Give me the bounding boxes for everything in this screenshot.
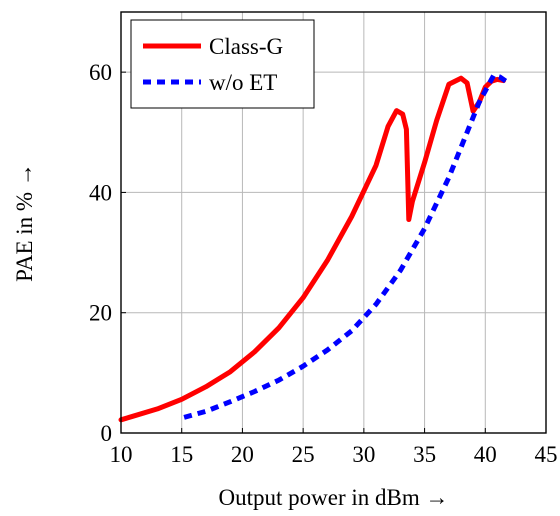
legend-label-wo-et: w/o ET <box>209 70 277 95</box>
x-tick-label-20: 20 <box>231 442 254 467</box>
plot-frame <box>120 11 547 434</box>
series-line-w-o-et <box>183 72 508 420</box>
axis-ticks: 10 15 20 25 30 35 40 45 0 20 40 60 <box>89 60 558 467</box>
x-tick-label-40: 40 <box>474 442 497 467</box>
series-line-class-g <box>118 75 506 423</box>
x-tick-label-45: 45 <box>535 442 558 467</box>
x-axis-label: Output power in dBm → <box>219 485 449 510</box>
x-tick-label-15: 15 <box>170 442 193 467</box>
y-axis-label: PAE in % → <box>12 163 37 282</box>
x-tick-label-30: 30 <box>352 442 375 467</box>
legend: Class-G w/o ET <box>130 19 315 109</box>
y-tick-label-0: 0 <box>101 421 113 446</box>
y-tick-label-20: 20 <box>89 301 112 326</box>
x-tick-label-25: 25 <box>292 442 315 467</box>
y-tick-label-60: 60 <box>89 60 112 85</box>
legend-label-class-g: Class-G <box>209 34 283 59</box>
legend-box <box>130 19 315 109</box>
y-tick-label-40: 40 <box>89 180 112 205</box>
plot-series <box>118 72 508 423</box>
x-tick-label-10: 10 <box>110 442 133 467</box>
x-tick-label-35: 35 <box>413 442 436 467</box>
